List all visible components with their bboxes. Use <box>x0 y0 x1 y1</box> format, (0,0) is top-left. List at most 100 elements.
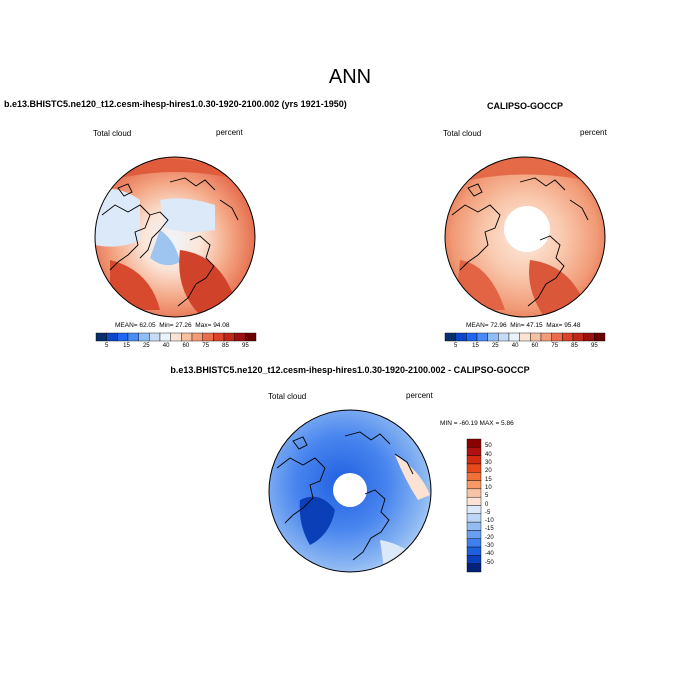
case-map <box>94 156 256 318</box>
diff-colorbar-tick-label: -40 <box>485 551 494 558</box>
obs-colorbar-swatch <box>583 332 595 342</box>
case-stats: MEAN= 62.05 Min= 27.26 Max= 94.08 <box>115 322 229 329</box>
case-coastlines <box>101 177 239 307</box>
diff-colorbar-swatch <box>466 463 482 473</box>
obs-colorbar-swatch <box>476 332 488 342</box>
obs-max-label: Max= <box>546 322 563 329</box>
obs-colorbar-tick-label: 15 <box>472 343 479 349</box>
case-colorbar-swatch <box>138 332 150 342</box>
diff-units-label: percent <box>406 391 433 400</box>
diff-colorbar-tick-label: 10 <box>485 484 492 491</box>
obs-colorbar-swatch <box>519 332 531 342</box>
case-min-value: 27.26 <box>175 322 192 329</box>
obs-stats: MEAN= 72.96 Min= 47.15 Max= 95.48 <box>466 322 580 329</box>
diff-map-boundary <box>268 409 432 573</box>
diff-colorbar-tick-label: 40 <box>485 451 492 458</box>
diff-colorbar-tick-label: 20 <box>485 468 492 475</box>
diff-colorbar-swatch <box>466 472 482 481</box>
case-colorbar-tick-label: 40 <box>162 343 170 349</box>
case-var-label: Total cloud <box>93 129 132 138</box>
page-title: ANN <box>328 66 372 88</box>
case-colorbar-tick-label: 60 <box>182 343 190 349</box>
case-colorbar-swatch <box>170 332 182 342</box>
obs-colorbar-tick-label: 40 <box>511 343 519 349</box>
obs-colorbar-tick-label: 60 <box>531 343 539 349</box>
case-mean-label: MEAN= <box>115 322 138 329</box>
diff-colorbar-swatch <box>466 530 482 539</box>
obs-var-label: Total cloud <box>443 129 482 138</box>
diff-colorbar-swatch <box>466 447 482 456</box>
obs-colorbar-swatch <box>498 332 510 342</box>
obs-min-value: 47.15 <box>526 322 543 329</box>
diff-panel-title: b.e13.BHISTC5.ne120_t12.cesm-ihesp-hires… <box>170 365 530 375</box>
diff-var-label: Total cloud <box>268 392 307 401</box>
diff-polar-gap <box>333 473 367 507</box>
diff-colorbar-swatch <box>466 505 482 515</box>
case-panel-title: b.e13.BHISTC5.ne120_t12.cesm-ihesp-hires… <box>4 99 347 109</box>
obs-map-boundary <box>444 156 606 318</box>
case-low-cloud-region-3 <box>150 230 180 266</box>
obs-colorbar-swatch <box>572 332 584 342</box>
diff-colorbar-tick-label: 0 <box>485 501 489 508</box>
case-units-label: percent <box>216 128 243 137</box>
diff-colorbar-tick-label: -15 <box>485 526 494 533</box>
diff-map <box>268 409 432 573</box>
obs-colorbar-tick-label: 5 <box>453 343 458 349</box>
obs-panel-title: CALIPSO-GOCCP <box>487 101 564 111</box>
obs-colorbar-swatch <box>508 332 520 342</box>
case-map-boundary <box>94 156 256 318</box>
diff-colorbar <box>466 438 482 573</box>
obs-mean-value: 72.96 <box>490 322 507 329</box>
obs-colorbar-swatch <box>540 332 552 342</box>
diff-colorbar-tick-label: -50 <box>485 559 494 566</box>
diff-colorbar-tick-label: -20 <box>485 534 494 541</box>
obs-colorbar-swatch <box>466 332 478 342</box>
obs-colorbar-tick-label: 25 <box>491 343 499 349</box>
diff-colorbar-swatch <box>466 488 482 498</box>
diff-strong-negative-region <box>299 496 335 545</box>
case-colorbar-swatch <box>181 332 193 342</box>
obs-coastlines <box>451 177 589 307</box>
case-max-label: Max= <box>195 322 212 329</box>
obs-mean-label: MEAN= <box>466 322 489 329</box>
case-colorbar-swatch <box>223 332 235 342</box>
obs-colorbar-swatch <box>562 332 574 342</box>
obs-colorbar-swatch <box>455 332 467 342</box>
obs-colorbar-tick-label: 95 <box>590 343 598 349</box>
obs-colorbar-swatch <box>444 332 456 342</box>
case-colorbar-swatch <box>159 332 171 342</box>
case-min-label: Min= <box>159 322 174 329</box>
obs-colorbar-swatch <box>530 332 542 342</box>
obs-min-label: Min= <box>510 322 525 329</box>
case-colorbar-tick-label: 15 <box>123 343 130 349</box>
diff-colorbar-swatch <box>466 496 482 506</box>
case-high-cloud-region-2 <box>179 250 235 315</box>
diff-colorbar-swatch <box>466 538 482 548</box>
case-colorbar-swatch <box>234 332 246 342</box>
diff-colorbar-tick-label: 15 <box>485 476 492 483</box>
diff-colorbar-swatch <box>466 563 482 573</box>
case-colorbar-swatch <box>191 332 203 342</box>
case-mean-value: 62.05 <box>139 322 156 329</box>
diff-minmax: MIN = -60.19 MAX = 5.86 <box>440 420 514 427</box>
case-colorbar-swatch <box>213 332 225 342</box>
case-colorbar-swatch <box>106 332 118 342</box>
diff-colorbar-swatch <box>466 513 482 523</box>
diff-colorbar-swatch <box>466 455 482 465</box>
case-low-cloud-region-1 <box>95 188 140 247</box>
diff-positive-region <box>395 455 430 500</box>
case-colorbar-swatch <box>117 332 129 342</box>
obs-colorbar-tick-label: 85 <box>571 343 578 349</box>
case-colorbar-tick-label: 5 <box>104 343 109 349</box>
diff-colorbar-tick-label: 30 <box>485 459 492 466</box>
case-colorbar-swatch <box>202 332 214 342</box>
case-colorbar-tick-label: 85 <box>222 343 229 349</box>
diff-colorbar-swatch <box>466 438 482 448</box>
obs-colorbar-swatch <box>487 332 499 342</box>
diff-coastlines <box>276 431 414 561</box>
case-colorbar-tick-label: 95 <box>241 343 249 349</box>
case-low-cloud-region-2 <box>160 198 215 233</box>
case-colorbar-swatch <box>245 332 257 342</box>
diff-colorbar-tick-label: 50 <box>485 443 492 450</box>
